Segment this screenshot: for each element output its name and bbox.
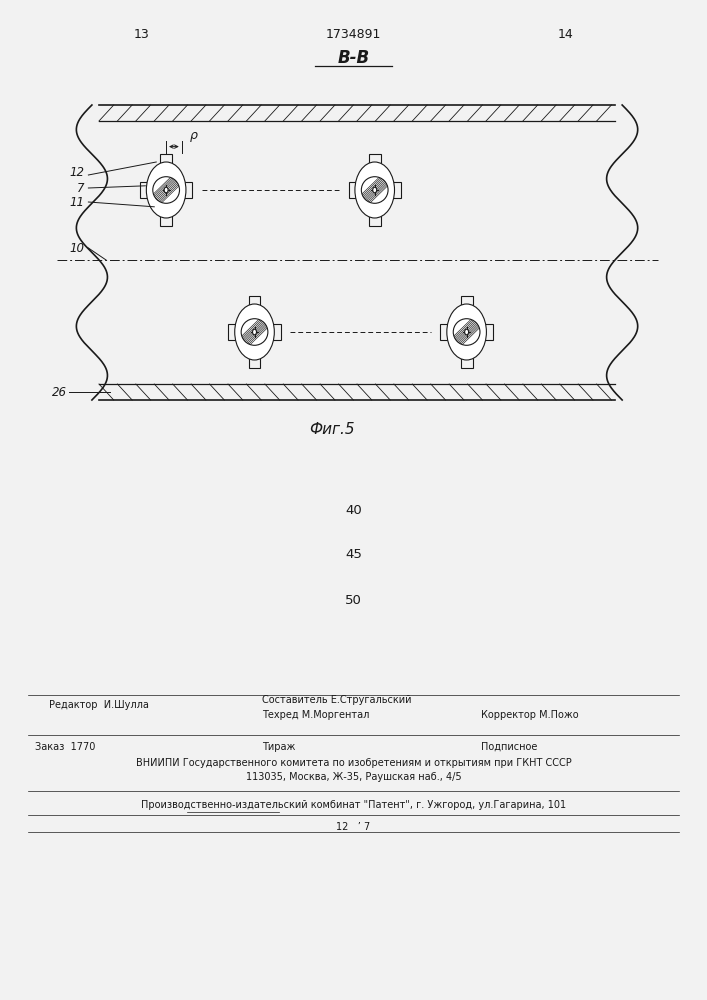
Text: 11: 11 — [70, 196, 85, 209]
Text: Редактор  И.Шулла: Редактор И.Шулла — [49, 700, 149, 710]
Bar — [249, 352, 260, 368]
Text: 13: 13 — [134, 27, 149, 40]
Text: 26: 26 — [52, 385, 67, 398]
Ellipse shape — [153, 177, 180, 203]
Bar — [180, 182, 192, 198]
Bar — [160, 210, 172, 226]
Circle shape — [252, 329, 257, 335]
Text: Составитель Е.Стругальский: Составитель Е.Стругальский — [262, 695, 411, 705]
Text: 14: 14 — [558, 27, 573, 40]
Bar — [140, 182, 152, 198]
Text: Корректор М.Пожо: Корректор М.Пожо — [481, 710, 578, 720]
Circle shape — [355, 162, 395, 218]
Text: 12   ’ 7: 12 ’ 7 — [337, 822, 370, 832]
Text: Фиг.5: Фиг.5 — [310, 422, 355, 438]
Bar — [440, 324, 452, 340]
Text: 12: 12 — [70, 165, 85, 178]
Text: Производственно-издательский комбинат "Патент", г. Ужгород, ул.Гагарина, 101: Производственно-издательский комбинат "П… — [141, 800, 566, 810]
Bar — [249, 296, 260, 312]
Text: 50: 50 — [345, 593, 362, 606]
Bar — [389, 182, 401, 198]
Text: Подписное: Подписное — [481, 742, 537, 752]
Bar — [481, 324, 493, 340]
Bar — [369, 210, 380, 226]
Bar — [349, 182, 361, 198]
Circle shape — [373, 187, 377, 193]
Bar — [461, 352, 472, 368]
Bar — [160, 154, 172, 170]
Circle shape — [447, 304, 486, 360]
Text: В-В: В-В — [337, 49, 370, 67]
Text: Техред М.Моргентал: Техред М.Моргентал — [262, 710, 369, 720]
Circle shape — [464, 329, 469, 335]
Text: ВНИИПИ Государственного комитета по изобретениям и открытиям при ГКНТ СССР: ВНИИПИ Государственного комитета по изоб… — [136, 758, 571, 768]
Text: 40: 40 — [345, 504, 362, 516]
Text: 7: 7 — [77, 182, 85, 194]
Text: Тираж: Тираж — [262, 742, 295, 752]
Circle shape — [146, 162, 186, 218]
Bar — [269, 324, 281, 340]
Text: 10: 10 — [70, 241, 85, 254]
Text: ρ: ρ — [190, 129, 198, 142]
Text: Заказ  1770: Заказ 1770 — [35, 742, 95, 752]
Bar — [369, 154, 380, 170]
Ellipse shape — [241, 319, 268, 345]
Text: 45: 45 — [345, 548, 362, 562]
Bar — [228, 324, 240, 340]
Circle shape — [235, 304, 274, 360]
Ellipse shape — [361, 177, 388, 203]
Text: 113035, Москва, Ж-35, Раушская наб., 4/5: 113035, Москва, Ж-35, Раушская наб., 4/5 — [246, 772, 461, 782]
Text: 1734891: 1734891 — [326, 27, 381, 40]
Ellipse shape — [453, 319, 480, 345]
Circle shape — [164, 187, 168, 193]
Bar — [461, 296, 472, 312]
